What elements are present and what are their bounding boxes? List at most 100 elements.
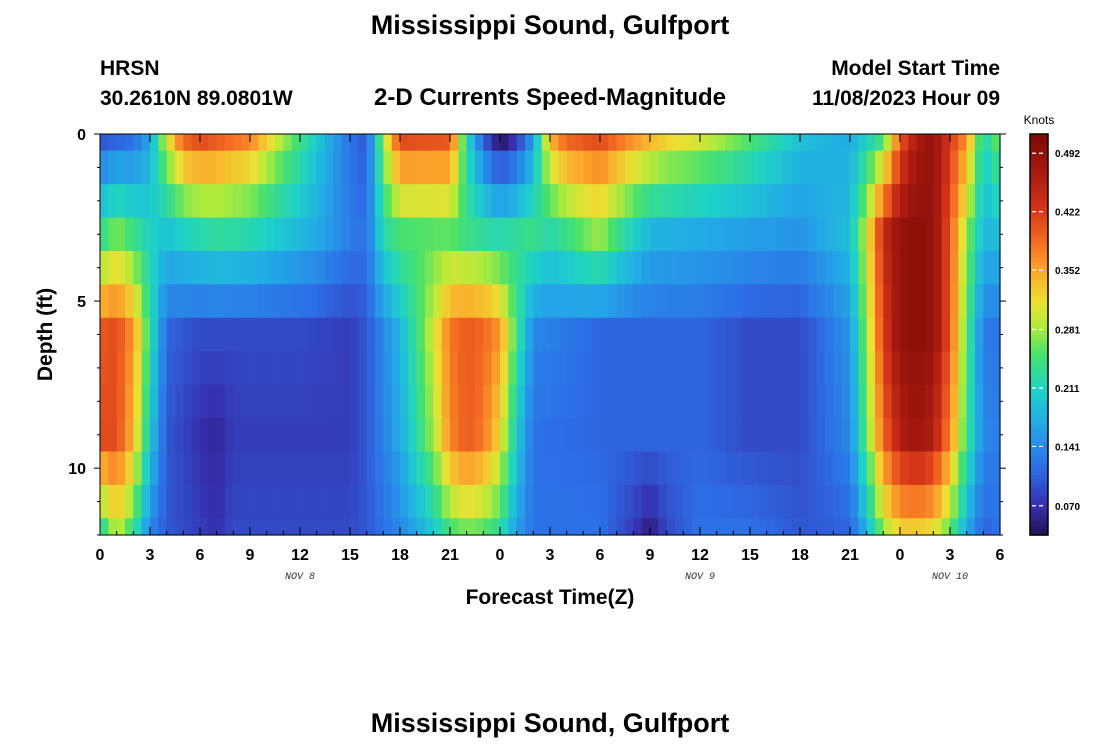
heatmap-cell	[983, 250, 993, 285]
heatmap-cell	[266, 451, 276, 486]
heatmap-cell	[925, 217, 934, 252]
heatmap-cell	[575, 418, 584, 453]
heatmap-cell	[433, 518, 443, 536]
heatmap-cell	[408, 250, 418, 285]
heatmap-cell	[891, 134, 901, 152]
heatmap-cell	[858, 451, 868, 486]
colorbar-swatch	[1030, 250, 1048, 255]
heatmap-cell	[241, 518, 251, 536]
colorbar-swatch	[1030, 498, 1048, 503]
heatmap-cell	[108, 150, 118, 185]
heatmap-cell	[250, 384, 259, 419]
heatmap-cell	[383, 484, 393, 519]
heatmap-cell	[833, 518, 843, 536]
heatmap-cell	[300, 351, 309, 386]
heatmap-cell	[833, 217, 843, 252]
heatmap-cell	[116, 150, 126, 185]
heatmap-cell	[841, 351, 851, 386]
heatmap-cell	[975, 451, 984, 486]
heatmap-cell	[975, 317, 984, 352]
heatmap-cell	[775, 384, 784, 419]
heatmap-cell	[641, 284, 651, 319]
heatmap-cell	[358, 284, 368, 319]
heatmap-cell	[608, 351, 618, 386]
station-coordinates: 30.2610N 89.0801W	[100, 87, 293, 110]
x-tick-label: 12	[291, 547, 309, 564]
heatmap-cell	[516, 518, 526, 536]
heatmap-cell	[625, 317, 634, 352]
heatmap-cell	[725, 184, 734, 219]
heatmap-cell	[708, 518, 718, 536]
colorbar-swatch	[1030, 354, 1048, 359]
heatmap-cell	[233, 418, 243, 453]
heatmap-cell	[466, 451, 476, 486]
heatmap-cell	[775, 217, 784, 252]
heatmap-cell	[883, 134, 893, 152]
heatmap-cell	[258, 284, 268, 319]
heatmap-cell	[533, 418, 543, 453]
heatmap-cell	[650, 150, 659, 185]
heatmap-cell	[766, 518, 776, 536]
heatmap-cell	[475, 184, 484, 219]
heatmap-cell	[425, 150, 434, 185]
heatmap-cell	[200, 150, 209, 185]
heatmap-cell	[283, 451, 293, 486]
heatmap-cell	[758, 284, 768, 319]
heatmap-cell	[158, 351, 168, 386]
heatmap-cell	[433, 418, 443, 453]
heatmap-cell	[691, 418, 701, 453]
heatmap-cell	[400, 184, 409, 219]
heatmap-cell	[883, 217, 893, 252]
heatmap-cell	[216, 418, 226, 453]
heatmap-cell	[800, 518, 809, 536]
heatmap-cell	[658, 184, 668, 219]
heatmap-cell	[966, 451, 976, 486]
heatmap-cell	[483, 518, 493, 536]
heatmap-cell	[150, 250, 159, 285]
colorbar-swatch	[1030, 424, 1048, 429]
heatmap-cell	[825, 484, 834, 519]
heatmap-cell	[500, 134, 509, 152]
heatmap-cell	[183, 317, 193, 352]
heatmap-cell	[300, 451, 309, 486]
heatmap-cell	[466, 484, 476, 519]
heatmap-cell	[883, 418, 893, 453]
heatmap-cell	[833, 184, 843, 219]
heatmap-cell	[516, 250, 526, 285]
heatmap-cell	[816, 150, 826, 185]
heatmap-cell	[883, 451, 893, 486]
heatmap-cell	[141, 418, 151, 453]
heatmap-cell	[366, 351, 376, 386]
heatmap-cell	[291, 451, 301, 486]
heatmap-cell	[550, 418, 559, 453]
heatmap-cell	[650, 451, 659, 486]
heatmap-cell	[458, 484, 468, 519]
colorbar-swatch	[1030, 271, 1048, 275]
heatmap-cell	[516, 150, 526, 185]
heatmap-cell	[108, 284, 118, 319]
heatmap-cell	[916, 250, 926, 285]
heatmap-cell	[700, 217, 709, 252]
heatmap-cell	[808, 150, 818, 185]
heatmap-cell	[333, 418, 343, 453]
heatmap-cell	[150, 217, 159, 252]
colorbar-swatch	[1030, 361, 1048, 366]
heatmap-cell	[708, 351, 718, 386]
heatmap-cell	[291, 317, 301, 352]
heatmap-cell	[875, 484, 884, 519]
heatmap-cell	[691, 384, 701, 419]
colorbar-swatch	[1030, 377, 1048, 382]
colorbar-swatch	[1030, 531, 1048, 536]
heatmap-cell	[816, 284, 826, 319]
heatmap-cell	[800, 284, 809, 319]
heatmap-cell	[508, 418, 518, 453]
heatmap-cell	[783, 150, 793, 185]
heatmap-cell	[141, 317, 151, 352]
heatmap-cell	[325, 250, 334, 285]
colorbar-swatch	[1030, 401, 1048, 406]
heatmap-cell	[533, 217, 543, 252]
heatmap-cell	[783, 351, 793, 386]
heatmap-cell	[125, 317, 134, 352]
heatmap-cell	[241, 484, 251, 519]
colorbar-tick-label: 0.352	[1055, 266, 1080, 277]
